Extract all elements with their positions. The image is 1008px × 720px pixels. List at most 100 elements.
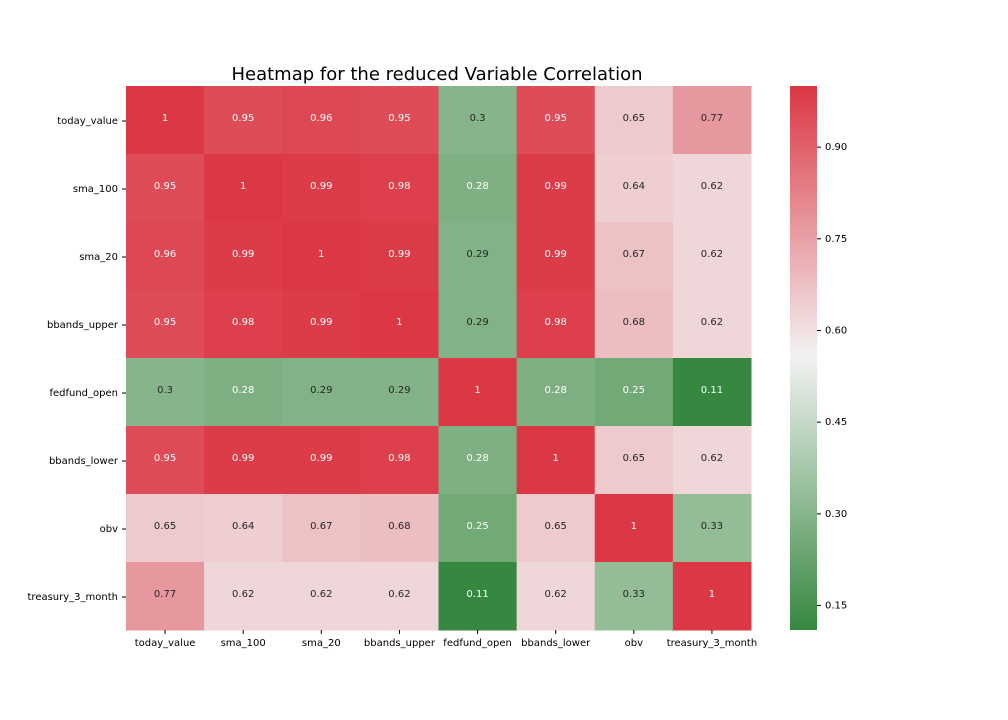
cell-value-label: 0.3 bbox=[470, 113, 486, 124]
heatmap-cell bbox=[126, 562, 205, 631]
cell-value-label: 0.62 bbox=[701, 453, 723, 464]
cell-value-label: 1 bbox=[240, 181, 246, 192]
cell-value-label: 0.29 bbox=[310, 385, 332, 396]
heatmap-cell bbox=[438, 426, 518, 495]
cell-value-label: 0.33 bbox=[701, 521, 723, 532]
heatmap-cell bbox=[204, 222, 283, 291]
heatmap-cell bbox=[672, 494, 752, 563]
colorbar bbox=[790, 86, 817, 630]
cell-value-label: 0.99 bbox=[545, 181, 567, 192]
x-tick-label: sma_100 bbox=[221, 638, 266, 649]
cell-value-label: 0.29 bbox=[466, 249, 488, 260]
heatmap-cell bbox=[516, 154, 596, 223]
cell-value-label: 0.96 bbox=[154, 249, 176, 260]
cell-value-label: 0.28 bbox=[466, 453, 488, 464]
heatmap-cell bbox=[360, 222, 439, 291]
heatmap-cell bbox=[360, 358, 439, 427]
cell-value-label: 0.77 bbox=[154, 589, 176, 600]
y-tick-label: sma_20 bbox=[79, 252, 118, 263]
colorbar-tick-label: 0.45 bbox=[825, 417, 847, 428]
heatmap-cell bbox=[282, 290, 361, 359]
cell-value-label: 0.64 bbox=[232, 521, 254, 532]
heatmap-cell bbox=[594, 494, 674, 563]
x-tick-label: sma_20 bbox=[302, 638, 341, 649]
heatmap-cell bbox=[282, 358, 361, 427]
heatmap-cell bbox=[594, 154, 674, 223]
cell-value-label: 1 bbox=[318, 249, 324, 260]
heatmap-cell bbox=[360, 562, 439, 631]
cell-value-label: 1 bbox=[631, 521, 637, 532]
cell-value-label: 0.99 bbox=[232, 453, 254, 464]
heatmap-cell bbox=[204, 494, 283, 563]
heatmap-cell bbox=[126, 222, 205, 291]
heatmap-cell bbox=[360, 426, 439, 495]
chart-title: Heatmap for the reduced Variable Correla… bbox=[231, 64, 642, 85]
colorbar-tick-labels: 0.15 0.30 0.45 0.60 0.75 0.90 bbox=[817, 142, 847, 612]
heatmap-cell bbox=[282, 154, 361, 223]
cell-value-label: 0.3 bbox=[157, 385, 173, 396]
y-tick-label: bbands_upper bbox=[47, 320, 119, 331]
heatmap-cell bbox=[204, 154, 283, 223]
colorbar-tick-label: 0.15 bbox=[825, 601, 847, 612]
cell-value-label: 0.29 bbox=[388, 385, 410, 396]
cell-value-label: 0.68 bbox=[623, 317, 645, 328]
heatmap-cell bbox=[672, 86, 752, 155]
x-axis-tick-labels: today_value sma_100 sma_20 bbands_upper fedf… bbox=[135, 630, 757, 649]
heatmap-cell bbox=[204, 426, 283, 495]
heatmap-cell bbox=[594, 86, 674, 155]
cell-value-label: 0.95 bbox=[154, 453, 176, 464]
cell-value-label: 1 bbox=[709, 589, 715, 600]
cell-value-label: 0.28 bbox=[545, 385, 567, 396]
cell-value-label: 1 bbox=[162, 113, 168, 124]
x-tick-label: bbands_lower bbox=[521, 638, 591, 649]
cell-value-label: 0.62 bbox=[388, 589, 410, 600]
heatmap-cell bbox=[282, 426, 361, 495]
cell-value-label: 0.11 bbox=[466, 589, 488, 600]
heatmap-cell bbox=[594, 290, 674, 359]
cell-value-label: 0.98 bbox=[232, 317, 254, 328]
heatmap-cell bbox=[672, 290, 752, 359]
heatmap-cell bbox=[672, 154, 752, 223]
y-tick-label: sma_100 bbox=[73, 184, 118, 195]
heatmap-cell bbox=[126, 154, 205, 223]
heatmap-cell bbox=[516, 222, 596, 291]
heatmap-cell bbox=[516, 358, 596, 427]
heatmap-cell bbox=[672, 426, 752, 495]
cell-value-label: 0.99 bbox=[232, 249, 254, 260]
heatmap-cell bbox=[672, 358, 752, 427]
cell-value-label: 0.11 bbox=[701, 385, 723, 396]
x-tick-label: today_value bbox=[135, 638, 196, 649]
heatmap-cell bbox=[594, 426, 674, 495]
heatmap-cell bbox=[438, 290, 518, 359]
heatmap-cell bbox=[282, 222, 361, 291]
cell-value-label: 0.65 bbox=[545, 521, 567, 532]
cell-value-label: 0.25 bbox=[466, 521, 488, 532]
colorbar-tick-label: 0.90 bbox=[825, 142, 847, 153]
cell-value-label: 1 bbox=[474, 385, 480, 396]
heatmap-cell bbox=[438, 154, 518, 223]
cell-value-label: 0.29 bbox=[466, 317, 488, 328]
heatmap-cell bbox=[438, 562, 518, 631]
heatmap-cell bbox=[594, 222, 674, 291]
cell-value-label: 0.95 bbox=[545, 113, 567, 124]
cell-value-label: 0.62 bbox=[310, 589, 332, 600]
heatmap-cell bbox=[516, 86, 596, 155]
y-axis-tick-labels: today_value sma_100 sma_20 bbands_upperfedf… bbox=[28, 116, 126, 603]
cell-value-label: 0.33 bbox=[623, 589, 645, 600]
cell-value-label: 0.99 bbox=[310, 317, 332, 328]
cell-value-label: 1 bbox=[553, 453, 559, 464]
heatmap-cell bbox=[126, 494, 205, 563]
cell-value-label: 0.68 bbox=[388, 521, 410, 532]
heatmap-cell bbox=[672, 562, 752, 631]
heatmap-cell bbox=[360, 494, 439, 563]
cell-value-label: 0.25 bbox=[623, 385, 645, 396]
cell-value-label: 0.28 bbox=[466, 181, 488, 192]
cell-value-label: 0.99 bbox=[310, 453, 332, 464]
cell-value-label: 0.99 bbox=[388, 249, 410, 260]
x-tick-label: obv bbox=[625, 638, 643, 649]
y-tick-label: fedfund_open bbox=[49, 388, 118, 399]
cell-value-label: 0.67 bbox=[623, 249, 645, 260]
heatmap-cell bbox=[438, 86, 518, 155]
cell-value-label: 0.77 bbox=[701, 113, 723, 124]
